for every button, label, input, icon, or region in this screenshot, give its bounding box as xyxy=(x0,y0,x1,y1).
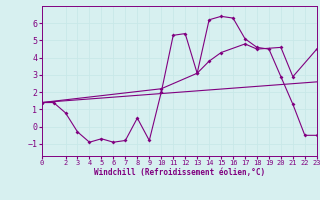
X-axis label: Windchill (Refroidissement éolien,°C): Windchill (Refroidissement éolien,°C) xyxy=(94,168,265,177)
